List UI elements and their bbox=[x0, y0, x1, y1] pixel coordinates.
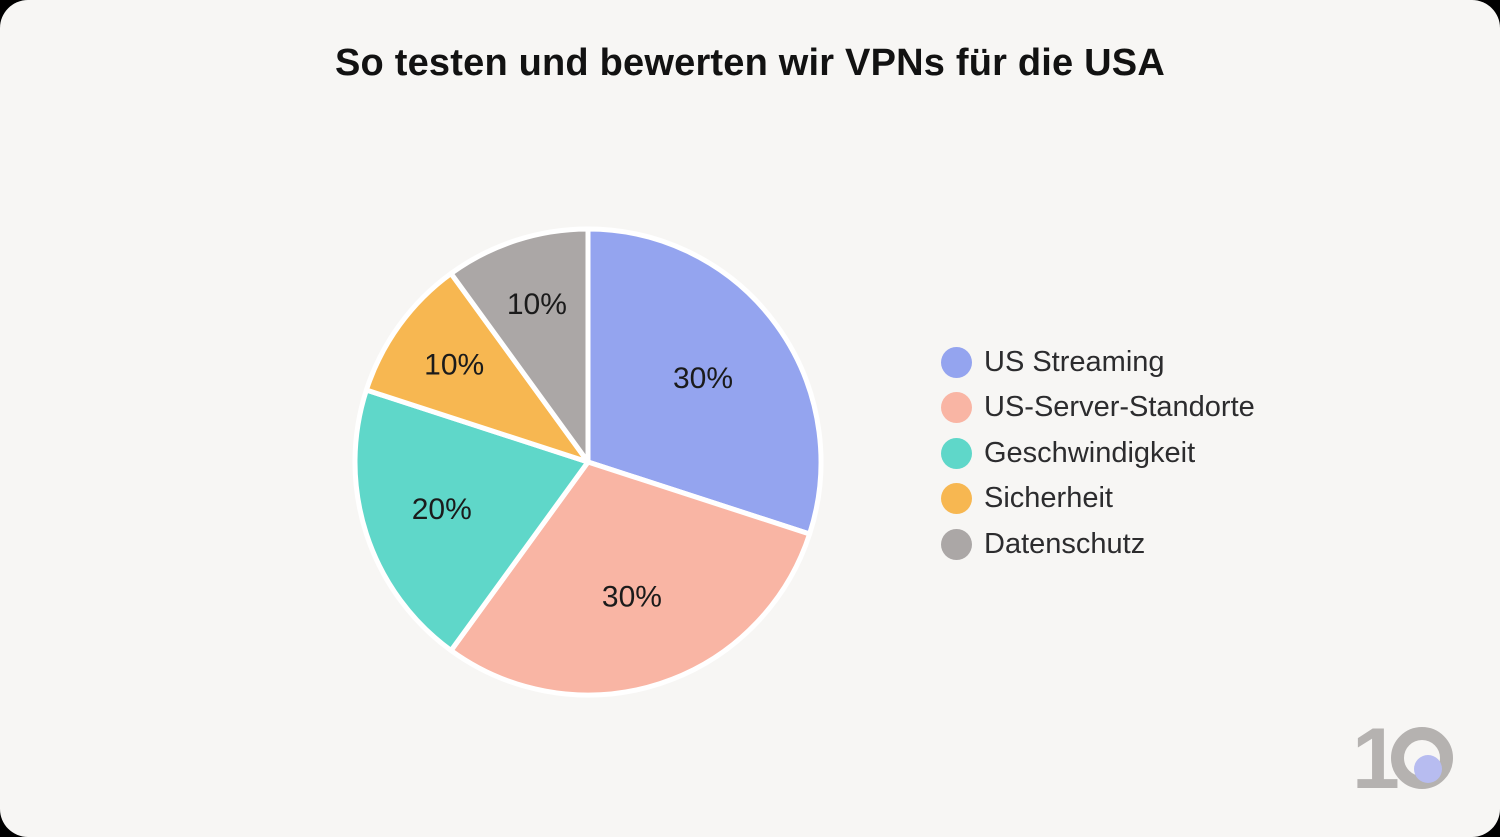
pie-slice-geschwindigkeit bbox=[352, 387, 591, 654]
legend-item-sicherheit: Sicherheit bbox=[941, 482, 1255, 515]
pie-slice-label: 20% bbox=[412, 493, 472, 526]
top10-logo: 1 bbox=[1352, 711, 1462, 807]
legend-label: Geschwindigkeit bbox=[984, 436, 1196, 469]
legend-label: Datenschutz bbox=[984, 527, 1146, 560]
logo-ring-zero bbox=[1391, 727, 1453, 789]
legend-item-geschwindigkeit: Geschwindigkeit bbox=[941, 437, 1255, 469]
pie-chart: 30% 30% 20% 10% 10% bbox=[352, 226, 824, 698]
legend-label: US-Server-Standorte bbox=[984, 391, 1255, 423]
chart-legend: US Streaming US-Server-Standorte Geschwind… bbox=[941, 346, 1255, 560]
legend-swatch-icon bbox=[941, 483, 972, 514]
pie-slice-label: 30% bbox=[673, 362, 733, 395]
legend-swatch-icon bbox=[941, 528, 972, 560]
pie-slice-us-streaming bbox=[585, 226, 824, 537]
pie-slice-label: 10% bbox=[507, 288, 567, 321]
pie-slice-label: 30% bbox=[602, 581, 662, 614]
legend-swatch-icon bbox=[941, 392, 972, 423]
pie-slice-datenschutz bbox=[448, 226, 591, 465]
legend-label: US Streaming bbox=[984, 345, 1165, 378]
pie-slice-us-server-standorte bbox=[448, 459, 813, 698]
legend-item-us-streaming: US Streaming bbox=[941, 346, 1255, 378]
pie-slice-label: 10% bbox=[424, 348, 484, 381]
logo-accent-dot bbox=[1414, 755, 1442, 783]
top10-logo-graphic: 1 bbox=[1352, 711, 1453, 807]
legend-swatch-icon bbox=[941, 437, 972, 469]
chart-title: So testen und bewerten wir VPNs für die … bbox=[335, 42, 1165, 84]
legend-item-us-server-standorte: US-Server-Standorte bbox=[941, 391, 1255, 424]
pie-slice-sicherheit bbox=[363, 270, 591, 465]
legend-label: Sicherheit bbox=[984, 482, 1113, 514]
legend-item-datenschutz: Datenschutz bbox=[941, 528, 1255, 560]
legend-swatch-icon bbox=[941, 346, 972, 378]
